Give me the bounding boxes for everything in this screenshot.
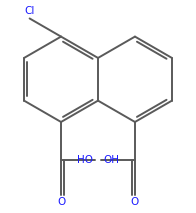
Text: Cl: Cl [24,6,35,16]
Text: O: O [57,197,65,207]
Text: OH: OH [103,155,119,165]
Text: O: O [131,197,139,207]
Text: HO: HO [77,155,93,165]
